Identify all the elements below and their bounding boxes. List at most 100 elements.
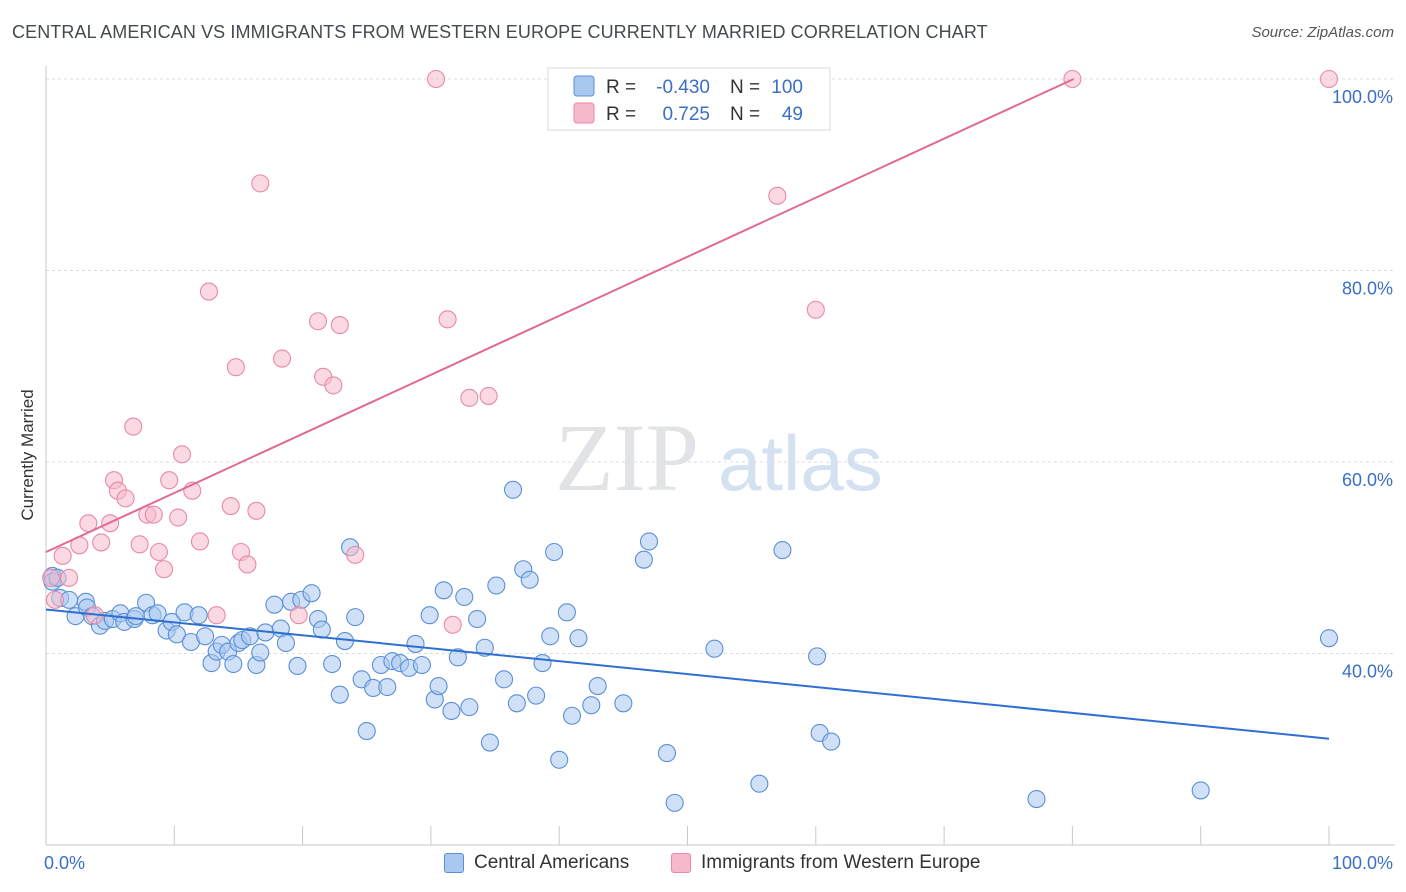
central-americans-point bbox=[822, 732, 841, 751]
legend-swatch-central-americans bbox=[444, 853, 464, 873]
y-tick-label: 60.0% bbox=[1342, 470, 1393, 490]
central-americans-point bbox=[750, 774, 769, 793]
central-americans-point bbox=[614, 694, 633, 713]
trend-line-western-europe bbox=[45, 78, 1075, 553]
legend-n-value-2: 49 bbox=[782, 104, 803, 125]
central-americans-point bbox=[276, 633, 295, 653]
western-europe-point bbox=[190, 532, 210, 551]
central-americans-point bbox=[494, 670, 514, 689]
legend-item-central-americans: Central Americans bbox=[444, 852, 629, 874]
western-europe-point bbox=[443, 615, 462, 634]
central-americans-point bbox=[1319, 629, 1339, 648]
western-europe-point bbox=[221, 496, 240, 516]
legend-n-label-1: N = bbox=[730, 77, 760, 98]
central-americans-point bbox=[357, 722, 376, 741]
y-tick-label: 80.0% bbox=[1342, 279, 1393, 299]
western-europe-point bbox=[169, 508, 188, 527]
central-americans-point bbox=[448, 648, 467, 667]
legend-r-value-2: 0.725 bbox=[662, 104, 710, 125]
western-europe-point bbox=[92, 533, 111, 552]
western-europe-point bbox=[426, 69, 446, 89]
central-americans-point bbox=[346, 608, 365, 627]
legend-bottom: Central Americans Immigrants from Wester… bbox=[0, 852, 1406, 878]
central-americans-point bbox=[475, 638, 494, 657]
central-americans-point bbox=[251, 643, 270, 662]
western-europe-point bbox=[460, 388, 479, 407]
central-americans-point bbox=[455, 587, 474, 607]
western-europe-point bbox=[247, 501, 266, 520]
legend-n-label-2: N = bbox=[730, 104, 760, 125]
central-americans-point bbox=[330, 685, 349, 704]
central-americans-point bbox=[224, 654, 243, 674]
central-americans-point bbox=[412, 655, 431, 675]
trend-line-central-americans bbox=[45, 608, 1330, 740]
central-americans-point bbox=[429, 677, 448, 696]
central-americans-point bbox=[550, 750, 569, 769]
western-europe-point bbox=[60, 568, 79, 587]
central-americans-point bbox=[569, 629, 588, 648]
western-europe-point bbox=[42, 568, 61, 587]
legend-item-western-europe: Immigrants from Western Europe bbox=[671, 852, 980, 874]
central-americans-point bbox=[562, 706, 582, 725]
central-americans-point bbox=[1191, 781, 1210, 800]
central-americans-point bbox=[533, 654, 552, 673]
central-americans-point bbox=[639, 532, 659, 551]
central-americans-point bbox=[557, 603, 576, 622]
central-americans-point bbox=[665, 793, 684, 812]
source-label: Source: ZipAtlas.com bbox=[1251, 24, 1394, 41]
x-tick-label: 0.0% bbox=[44, 853, 85, 873]
legend-label-western-europe: Immigrants from Western Europe bbox=[701, 852, 981, 873]
western-europe-point bbox=[308, 312, 328, 331]
western-europe-point bbox=[251, 174, 270, 193]
central-americans-point bbox=[302, 584, 321, 603]
western-europe-point bbox=[346, 545, 365, 564]
western-europe-point bbox=[768, 186, 787, 205]
watermark-zip: ZIP bbox=[555, 404, 699, 511]
western-europe-point bbox=[116, 489, 135, 508]
western-europe-point bbox=[479, 386, 498, 405]
central-americans-point bbox=[312, 620, 331, 639]
central-americans-point bbox=[442, 701, 461, 721]
central-americans-point bbox=[634, 550, 653, 569]
western-europe-point bbox=[124, 417, 143, 436]
western-europe-point bbox=[1319, 69, 1339, 89]
western-europe-point bbox=[238, 555, 257, 574]
central-americans-point bbox=[265, 595, 284, 614]
legend-frame bbox=[547, 67, 831, 131]
y-tick-label: 40.0% bbox=[1342, 662, 1393, 682]
central-americans-point bbox=[545, 542, 564, 562]
western-europe-point bbox=[160, 471, 179, 490]
western-europe-point bbox=[806, 300, 825, 319]
central-americans-point bbox=[406, 634, 425, 653]
central-americans-point bbox=[507, 694, 526, 713]
central-americans-point bbox=[189, 606, 208, 625]
western-europe-point bbox=[130, 535, 149, 554]
western-europe-point bbox=[53, 546, 72, 565]
tick-labels: 40.0% 60.0% 80.0% 100.0% 0.0% 100.0% bbox=[44, 87, 1393, 873]
zipatlas-watermark: ZIP atlas bbox=[555, 404, 883, 511]
central-americans-point bbox=[503, 480, 523, 499]
western-europe-point bbox=[149, 542, 168, 562]
series-central-americans bbox=[43, 480, 1339, 812]
x-tick-label: 100.0% bbox=[1332, 853, 1393, 873]
central-americans-point bbox=[1027, 789, 1046, 809]
western-europe-point bbox=[330, 316, 349, 335]
central-americans-point bbox=[808, 647, 827, 666]
central-americans-point bbox=[541, 627, 560, 646]
western-europe-point bbox=[438, 310, 457, 329]
western-europe-point bbox=[144, 505, 163, 524]
central-americans-point bbox=[480, 733, 499, 752]
central-americans-point bbox=[468, 609, 487, 629]
western-europe-point bbox=[226, 358, 245, 377]
y-tick-label: 100.0% bbox=[1332, 87, 1393, 107]
legend-r-value-1: -0.430 bbox=[656, 77, 710, 98]
western-europe-point bbox=[172, 445, 192, 464]
central-americans-point bbox=[196, 627, 215, 646]
chart-title: CENTRAL AMERICAN VS IMMIGRANTS FROM WEST… bbox=[12, 22, 988, 42]
central-americans-point bbox=[487, 576, 506, 595]
central-americans-point bbox=[167, 625, 186, 644]
legend-n-value-1: 100 bbox=[771, 77, 803, 98]
legend-label-central-americans: Central Americans bbox=[474, 852, 630, 873]
central-americans-point bbox=[705, 639, 724, 658]
